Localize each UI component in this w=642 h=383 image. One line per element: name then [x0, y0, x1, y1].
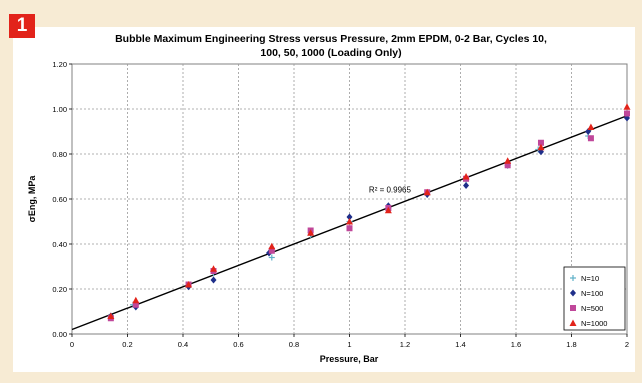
y-tick-label: 0.80 — [52, 150, 67, 159]
point-n-1000 — [587, 123, 595, 130]
legend-marker-n-500 — [570, 305, 576, 311]
legend-marker-n-1000 — [569, 319, 577, 326]
y-axis-label: σEng, MPa — [27, 175, 37, 223]
y-tick-label: 1.20 — [52, 60, 67, 69]
stress-pressure-chart: Bubble Maximum Engineering Stress versus… — [27, 33, 631, 364]
data-points — [107, 103, 631, 322]
point-n-1000 — [537, 143, 545, 151]
chart-title-line-1: Bubble Maximum Engineering Stress versus… — [115, 33, 547, 45]
point-n-1000 — [462, 173, 470, 180]
point-n-500 — [132, 301, 139, 308]
point-n-1000 — [268, 242, 276, 250]
x-tick-label: 0.8 — [289, 340, 299, 349]
legend-marker-n-10 — [570, 275, 576, 281]
point-n-500 — [504, 162, 511, 169]
x-tick-label: 1.2 — [400, 340, 410, 349]
legend-label-n-1000: N=1000 — [581, 319, 607, 328]
y-tick-label: 0.40 — [52, 240, 67, 249]
chart-panel: Bubble Maximum Engineering Stress versus… — [13, 27, 635, 372]
figure-number-badge: 1 — [9, 14, 35, 38]
point-n-500 — [587, 135, 594, 142]
point-n-500 — [624, 110, 630, 117]
legend: N=10 N=100 N=500 N=1000 — [563, 266, 626, 331]
x-tick-label: 1.4 — [455, 340, 465, 349]
point-n-1000 — [132, 296, 140, 304]
point-n-100 — [210, 276, 217, 284]
legend-marker-n-100 — [570, 289, 576, 297]
point-n-100 — [463, 182, 470, 189]
x-tick-label: 0.6 — [233, 340, 243, 349]
y-tick-label: 0.00 — [52, 330, 67, 339]
point-n-1000 — [210, 265, 218, 272]
legend-label-n-500: N=500 — [581, 304, 603, 313]
point-n-1000 — [307, 229, 315, 236]
x-tick-label: 2 — [625, 340, 629, 349]
y-tick-label: 0.60 — [52, 195, 67, 204]
point-n-1000 — [185, 281, 193, 288]
point-n-1000 — [384, 206, 392, 214]
point-n-500 — [537, 139, 544, 146]
point-n-100 — [346, 213, 353, 221]
point-n-1000 — [423, 188, 431, 196]
y-tick-label: 1.00 — [52, 105, 67, 114]
legend-label-n-100: N=100 — [581, 289, 603, 298]
point-n-1000 — [623, 103, 631, 110]
x-tick-label: 1.8 — [566, 340, 576, 349]
x-tick-label: 1.6 — [511, 340, 521, 349]
x-tick-label: 0.2 — [122, 340, 132, 349]
x-tick-label: 1 — [347, 340, 351, 349]
r-squared-annotation: R² = 0.9965 — [369, 185, 412, 194]
point-n-1000 — [107, 312, 115, 319]
point-n-500 — [346, 225, 353, 232]
x-axis-label: Pressure, Bar — [320, 354, 379, 364]
x-tick-label: 0 — [70, 340, 74, 349]
x-tick-label: 0.4 — [178, 340, 188, 349]
axis-ticks: 0.00 0.20 0.40 0.60 0.80 1.00 1.20 0 0.2 0.4 0.6 0.… — [52, 60, 629, 349]
chart-title-line-2: 100, 50, 1000 (Loading Only) — [260, 47, 401, 59]
legend-label-n-10: N=10 — [581, 274, 599, 283]
point-n-500 — [268, 247, 275, 254]
point-n-1000 — [346, 218, 353, 225]
point-n-10 — [268, 254, 275, 261]
y-tick-label: 0.20 — [52, 285, 67, 294]
point-n-1000 — [504, 157, 512, 164]
